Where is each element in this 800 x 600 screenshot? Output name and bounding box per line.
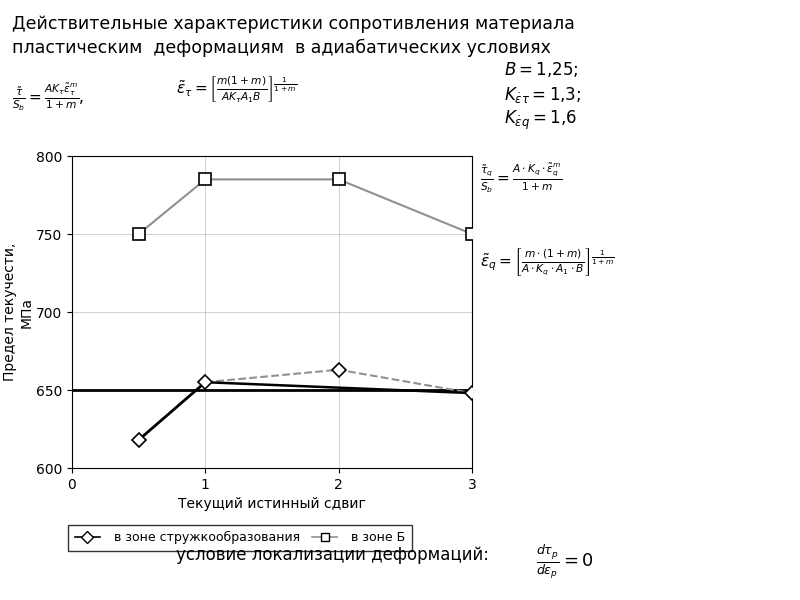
Y-axis label: Предел текучести,
МПа: Предел текучести, МПа <box>3 243 33 381</box>
Text: $K_{\dot{\varepsilon}\tau} = 1{,}3;$: $K_{\dot{\varepsilon}\tau} = 1{,}3;$ <box>504 85 582 105</box>
Text: пластическим  деформациям  в адиабатических условиях: пластическим деформациям в адиабатически… <box>12 39 551 57</box>
Text: $\frac{d\tau_p}{d\varepsilon_p} = 0$: $\frac{d\tau_p}{d\varepsilon_p} = 0$ <box>536 543 594 581</box>
Text: $\frac{\tilde{\tau}_q}{S_b} = \frac{A \cdot K_q \cdot \tilde{\varepsilon}_q^m}{1: $\frac{\tilde{\tau}_q}{S_b} = \frac{A \c… <box>480 162 562 196</box>
Text: $\tilde{\varepsilon}_q = \left[\frac{m \cdot (1+m)}{A \cdot K_q \cdot A_1 \cdot : $\tilde{\varepsilon}_q = \left[\frac{m \… <box>480 246 615 278</box>
Text: $K_{\dot{\varepsilon}q} = 1{,}6$: $K_{\dot{\varepsilon}q} = 1{,}6$ <box>504 109 577 133</box>
Text: $\frac{\tilde{\tau}}{S_b} = \frac{AK_\tau\tilde{\varepsilon}_\tau^m}{1+m}$,: $\frac{\tilde{\tau}}{S_b} = \frac{AK_\ta… <box>12 81 84 113</box>
Text: Действительные характеристики сопротивления материала: Действительные характеристики сопротивле… <box>12 15 575 33</box>
Text: $B = 1{,}25;$: $B = 1{,}25;$ <box>504 60 578 79</box>
X-axis label: Текущий истинный сдвиг: Текущий истинный сдвиг <box>178 497 366 511</box>
Legend:  в зоне стружкообразования,  в зоне Б: в зоне стружкообразования, в зоне Б <box>68 525 412 551</box>
Text: $\tilde{\varepsilon}_\tau = \left[\frac{m(1+m)}{AK_\tau A_1 B}\right]^{\frac{1}{: $\tilde{\varepsilon}_\tau = \left[\frac{… <box>176 75 297 105</box>
Text: условие локализации деформаций:: условие локализации деформаций: <box>176 546 489 564</box>
